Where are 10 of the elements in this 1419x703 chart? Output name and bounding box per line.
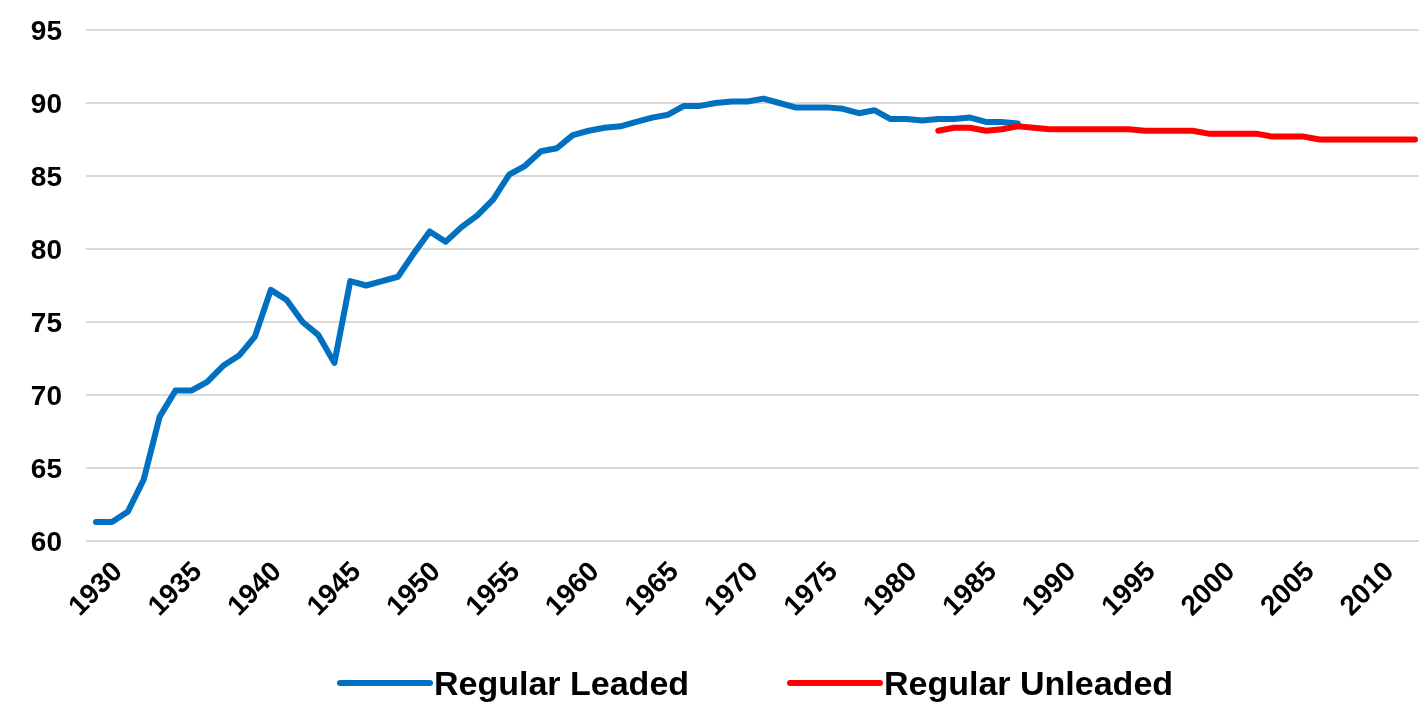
y-tick-label: 60	[30, 525, 62, 557]
y-tick-label: 80	[30, 233, 62, 265]
legend-label: Regular Unleaded	[884, 664, 1174, 702]
y-tick-label: 75	[30, 306, 62, 338]
y-tick-label: 65	[30, 452, 62, 484]
y-tick-label: 85	[30, 160, 62, 192]
y-tick-label: 95	[30, 14, 62, 46]
legend-label: Regular Leaded	[434, 664, 690, 702]
y-tick-label: 70	[30, 379, 62, 411]
y-tick-label: 90	[30, 87, 62, 119]
